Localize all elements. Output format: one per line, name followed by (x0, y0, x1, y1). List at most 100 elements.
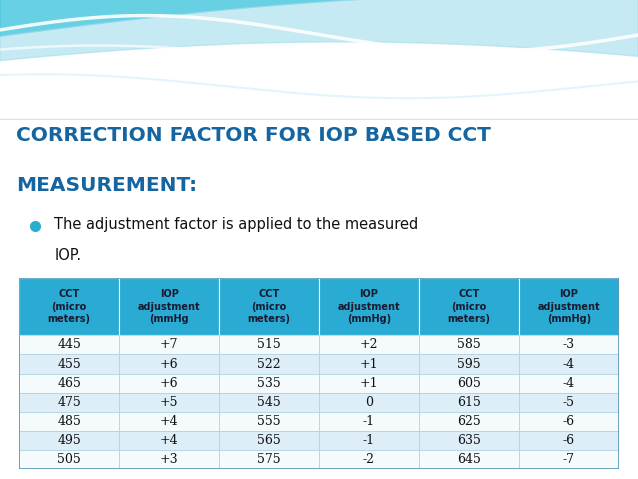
Text: 0: 0 (365, 396, 373, 409)
FancyBboxPatch shape (19, 354, 119, 374)
Bar (0, 117, 638, 119)
Bar (0, 117, 638, 119)
Bar (0, 117, 638, 118)
FancyBboxPatch shape (19, 335, 119, 354)
Text: 522: 522 (257, 357, 281, 371)
Bar (0, 117, 638, 118)
FancyBboxPatch shape (219, 374, 319, 393)
Bar (0, 117, 638, 119)
Bar (0, 117, 638, 119)
Text: CCT
(micro
meters): CCT (micro meters) (447, 289, 491, 324)
Bar (0, 118, 638, 119)
Bar (0, 117, 638, 118)
Bar (0, 118, 638, 119)
Bar (0, 117, 638, 119)
Bar (0, 118, 638, 119)
Bar (0, 117, 638, 119)
Text: -1: -1 (363, 415, 375, 428)
Text: -1: -1 (363, 434, 375, 447)
Bar (0, 117, 638, 119)
Bar (0, 117, 638, 119)
FancyBboxPatch shape (119, 431, 219, 450)
FancyBboxPatch shape (19, 412, 119, 431)
Text: CORRECTION FACTOR FOR IOP BASED CCT: CORRECTION FACTOR FOR IOP BASED CCT (16, 126, 491, 145)
Bar (0, 117, 638, 119)
Bar (0, 118, 638, 119)
Text: +4: +4 (160, 415, 179, 428)
Text: IOP.: IOP. (54, 248, 82, 262)
FancyBboxPatch shape (119, 278, 219, 335)
FancyBboxPatch shape (419, 412, 519, 431)
Text: +4: +4 (160, 434, 179, 447)
FancyBboxPatch shape (419, 393, 519, 412)
Text: -4: -4 (563, 357, 575, 371)
Bar (0, 117, 638, 118)
FancyBboxPatch shape (19, 374, 119, 393)
Bar (0, 118, 638, 119)
Bar (0, 117, 638, 119)
Bar (0, 117, 638, 119)
FancyBboxPatch shape (319, 431, 419, 450)
Bar (0, 118, 638, 119)
Bar (0, 117, 638, 119)
Text: -4: -4 (563, 376, 575, 390)
Bar (0, 117, 638, 118)
Text: 635: 635 (457, 434, 481, 447)
FancyBboxPatch shape (519, 393, 619, 412)
Bar (0, 118, 638, 119)
FancyBboxPatch shape (219, 450, 319, 469)
Bar (0, 117, 638, 119)
Bar (0, 118, 638, 120)
Text: 605: 605 (457, 376, 481, 390)
FancyBboxPatch shape (419, 374, 519, 393)
Text: CCT
(micro
meters): CCT (micro meters) (48, 289, 91, 324)
Text: IOP
adjustment
(mmHg): IOP adjustment (mmHg) (338, 289, 400, 324)
Bar (0, 118, 638, 119)
Bar (0, 118, 638, 119)
Bar (0, 117, 638, 118)
Bar (0, 117, 638, 119)
FancyBboxPatch shape (219, 431, 319, 450)
Bar (0, 118, 638, 119)
Text: 475: 475 (57, 396, 81, 409)
Bar (0, 118, 638, 119)
Bar (0, 118, 638, 120)
FancyBboxPatch shape (519, 412, 619, 431)
Text: CCT
(micro
meters): CCT (micro meters) (248, 289, 290, 324)
Text: 565: 565 (257, 434, 281, 447)
Bar (0, 117, 638, 118)
FancyBboxPatch shape (219, 412, 319, 431)
Text: -2: -2 (363, 453, 375, 467)
Bar (0, 118, 638, 119)
Bar (0, 117, 638, 119)
FancyBboxPatch shape (19, 431, 119, 450)
Bar (0, 118, 638, 119)
Text: +6: +6 (160, 376, 179, 390)
FancyBboxPatch shape (519, 354, 619, 374)
Text: 455: 455 (57, 357, 81, 371)
Text: 625: 625 (457, 415, 481, 428)
Bar (0, 117, 638, 119)
Bar (0, 117, 638, 118)
Text: +3: +3 (160, 453, 179, 467)
FancyBboxPatch shape (119, 393, 219, 412)
Bar (0, 118, 638, 119)
Text: MEASUREMENT:: MEASUREMENT: (16, 175, 197, 194)
Text: +5: +5 (160, 396, 178, 409)
Bar (0, 117, 638, 119)
FancyBboxPatch shape (219, 393, 319, 412)
FancyBboxPatch shape (219, 335, 319, 354)
Text: 465: 465 (57, 376, 81, 390)
Bar (0, 118, 638, 120)
Text: 495: 495 (57, 434, 81, 447)
Bar (0, 117, 638, 119)
Bar (0, 118, 638, 119)
Bar (0, 118, 638, 120)
Bar (0, 118, 638, 119)
FancyBboxPatch shape (319, 412, 419, 431)
Text: 585: 585 (457, 338, 481, 352)
Bar (0, 117, 638, 119)
FancyBboxPatch shape (419, 354, 519, 374)
Bar (0, 117, 638, 119)
Bar (0, 117, 638, 118)
